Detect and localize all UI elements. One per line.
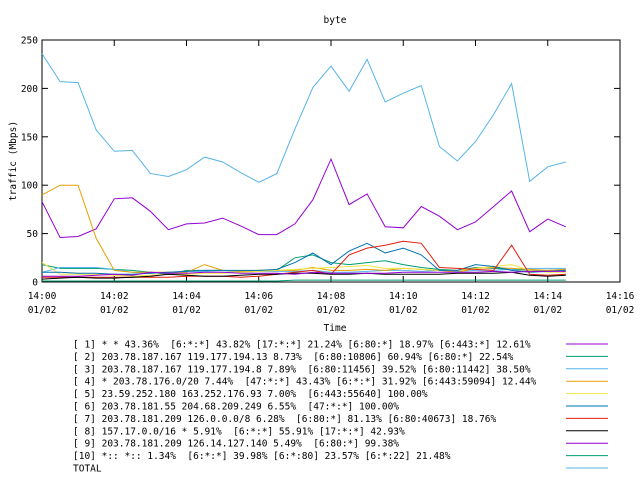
x-tick-label: 14:00 01/02 [28,291,57,316]
series-line [42,270,566,277]
plot-border [41,39,621,283]
legend-label: [ 3] 203.78.187.167 119.177.194.8 7.89% … [73,364,531,375]
y-tick-label: 150 [21,132,38,143]
series-line [41,262,566,277]
legend-label: [ 5] 23.59.252.180 163.252.176.93 7.00% … [73,389,428,400]
y-tick-label: 100 [21,181,38,192]
x-tick-label: 14:04 01/02 [172,291,201,316]
y-axis-label: traffic (Mbps) [8,121,19,201]
x-axis-label: Time [324,323,347,334]
x-tick-label: 14:16 01/02 [606,291,635,316]
legend-label: [ 1] * * 43.36% [6:*:*] 43.82% [17:*:*] … [73,340,531,351]
y-tick-label: 0 [32,278,38,289]
chart-title: byte [324,15,347,26]
x-tick-label: 14:08 01/02 [317,291,346,316]
series-line [41,157,566,239]
legend-label: [ 4] * 203.78.176.0/20 7.44% [47:*:*] 43… [73,377,537,388]
series-line [41,53,566,183]
y-tick-label: 250 [21,36,38,47]
y-tick-label: 200 [21,84,38,95]
legend-label: [ 9] 203.78.181.209 126.14.127.140 5.49%… [73,439,399,450]
x-tick-label: 14:10 01/02 [389,291,418,316]
series-line [42,242,566,275]
x-tick-label: 14:06 01/02 [244,291,273,316]
legend-label: [ 7] 203.78.181.209 126.0.0.0/8 6.28% [6… [73,414,497,425]
legend-label: [10] *:: *:: 1.34% [6:*:*] 39.98% [6:*:8… [73,451,451,462]
legend-label: [ 2] 203.78.187.167 119.177.194.13 8.73%… [73,352,514,363]
legend-label: [ 6] 203.78.181.55 204.68.209.249 6.55% … [73,402,399,413]
legend-label: [ 8] 157.17.0.0/16 * 5.91% [6:*:*] 55.91… [73,426,405,437]
x-tick-label: 14:14 01/02 [533,291,562,316]
x-tick-label: 14:02 01/02 [100,291,129,316]
y-tick-label: 50 [27,229,39,240]
x-tick-label: 14:12 01/02 [461,291,490,316]
legend-label: TOTAL [73,464,102,475]
series-line [42,279,566,282]
